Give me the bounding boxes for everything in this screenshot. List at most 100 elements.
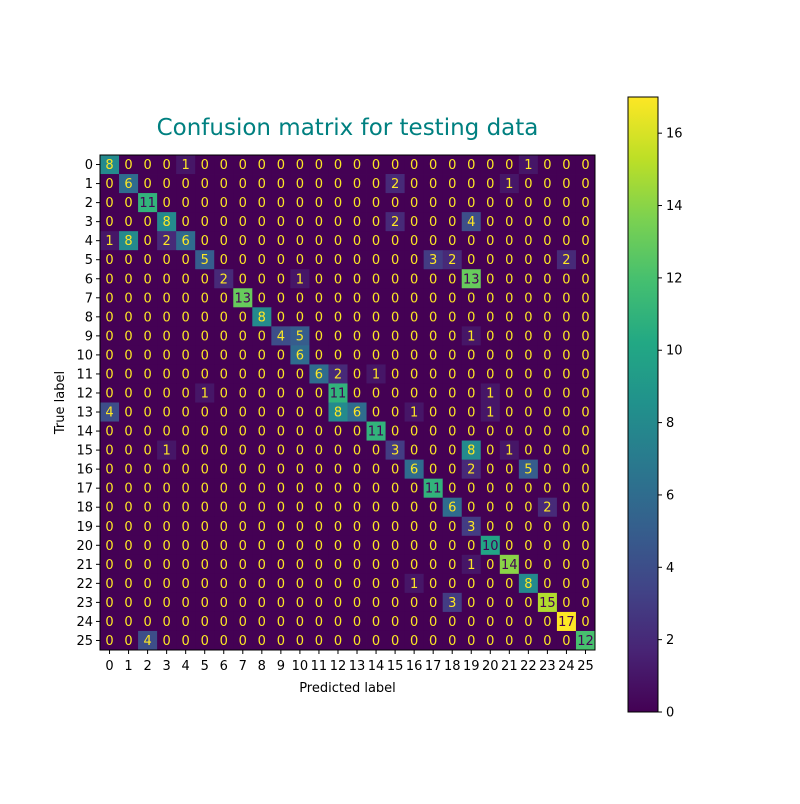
heatmap-cell (537, 459, 558, 480)
chart-title: Confusion matrix for testing data (157, 115, 539, 141)
heatmap-cell (252, 288, 272, 308)
cell-value-label: 0 (353, 444, 361, 459)
cell-value-label: 0 (524, 634, 532, 649)
heatmap-cell (347, 193, 367, 213)
heatmap-cell (404, 554, 425, 575)
heatmap-cell (423, 231, 444, 251)
heatmap-cell (290, 630, 310, 651)
heatmap-cell (423, 174, 444, 194)
heatmap-cell (138, 250, 158, 270)
heatmap-cell (499, 402, 520, 422)
cell-value-label: 0 (391, 558, 399, 573)
cell-value-label: 0 (220, 425, 228, 440)
heatmap-cell (214, 630, 234, 651)
heatmap-cell (537, 269, 558, 289)
heatmap-cell (138, 535, 158, 556)
heatmap-cell (138, 269, 158, 289)
cell-value-label: 0 (581, 348, 589, 363)
cell-value-label: 0 (505, 196, 513, 211)
heatmap-cell (271, 364, 291, 384)
heatmap-cell (499, 250, 520, 270)
heatmap-cell (309, 326, 329, 346)
heatmap-cell (176, 288, 196, 308)
y-tick-label: 20 (76, 539, 93, 554)
cell-value-label: 0 (182, 634, 190, 649)
cell-value-label: 0 (562, 234, 570, 249)
cell-value-label: 0 (296, 539, 304, 554)
cell-value-label: 6 (182, 234, 190, 249)
cell-value-label: 0 (220, 310, 228, 325)
cell-value-label: 0 (543, 215, 551, 230)
cell-value-label: 0 (410, 596, 418, 611)
heatmap-cell (442, 478, 463, 499)
heatmap-cell (252, 193, 272, 213)
cell-value-label: 0 (372, 196, 380, 211)
heatmap-cell (575, 364, 596, 384)
heatmap-cell (385, 554, 406, 575)
cell-value-label: 0 (543, 177, 551, 192)
cell-value-label: 0 (486, 253, 494, 268)
heatmap-cell (499, 326, 520, 346)
heatmap-cell (461, 421, 482, 441)
heatmap-cell (537, 383, 558, 403)
cell-value-label: 0 (296, 406, 304, 421)
heatmap-cell (404, 250, 425, 270)
cell-value-label: 0 (258, 577, 266, 592)
heatmap-cell (214, 250, 234, 270)
cell-value-label: 0 (372, 444, 380, 459)
cell-value-label: 0 (239, 520, 247, 535)
cell-value-label: 0 (315, 329, 323, 344)
cell-value-label: 0 (124, 196, 132, 211)
heatmap-cell (385, 421, 406, 441)
heatmap-cell (195, 174, 215, 194)
heatmap-cell (480, 402, 501, 422)
cell-value-label: 0 (296, 367, 304, 382)
heatmap-cell (423, 440, 444, 461)
y-tick-label: 15 (76, 444, 93, 459)
cell-value-label: 0 (467, 596, 475, 611)
heatmap-cell (385, 440, 406, 461)
heatmap-cell (556, 364, 577, 384)
cell-value-label: 0 (429, 406, 437, 421)
heatmap-cell (347, 440, 367, 461)
cell-value-label: 0 (353, 348, 361, 363)
cell-value-label: 0 (258, 348, 266, 363)
heatmap-cell (575, 269, 596, 289)
heatmap-cell (518, 402, 539, 422)
cell-value-label: 0 (220, 329, 228, 344)
cell-value-label: 0 (143, 253, 151, 268)
cell-value-label: 0 (448, 310, 456, 325)
cell-value-label: 0 (353, 520, 361, 535)
heatmap-cell (461, 250, 482, 270)
cell-value-label: 4 (277, 329, 285, 344)
heatmap-cell (366, 478, 386, 499)
cell-value-label: 0 (239, 196, 247, 211)
cell-value-label: 0 (239, 215, 247, 230)
heatmap-cell (499, 440, 520, 461)
cell-value-label: 0 (182, 520, 190, 535)
cell-value-label: 0 (296, 253, 304, 268)
cell-value-label: 1 (201, 386, 209, 401)
cell-value-label: 0 (239, 406, 247, 421)
heatmap-cell (328, 440, 348, 461)
heatmap-cell (309, 573, 329, 594)
heatmap-cell (385, 345, 406, 365)
heatmap-cells (100, 155, 596, 651)
heatmap-cell (252, 554, 272, 575)
cell-value-label: 0 (296, 310, 304, 325)
heatmap-cell (556, 402, 577, 422)
cell-value-label: 0 (315, 158, 323, 173)
heatmap-cell (252, 383, 272, 403)
heatmap-cell (271, 554, 291, 575)
x-tick-label: 20 (482, 659, 499, 674)
cell-value-label: 0 (162, 386, 170, 401)
heatmap-cell (575, 402, 596, 422)
cell-value-label: 0 (162, 253, 170, 268)
heatmap-cell (556, 155, 577, 175)
heatmap-cell (404, 174, 425, 194)
cell-value-label: 0 (258, 482, 266, 497)
x-tick-label: 9 (277, 659, 285, 674)
cell-value-label: 0 (505, 215, 513, 230)
cell-value-label: 0 (143, 406, 151, 421)
